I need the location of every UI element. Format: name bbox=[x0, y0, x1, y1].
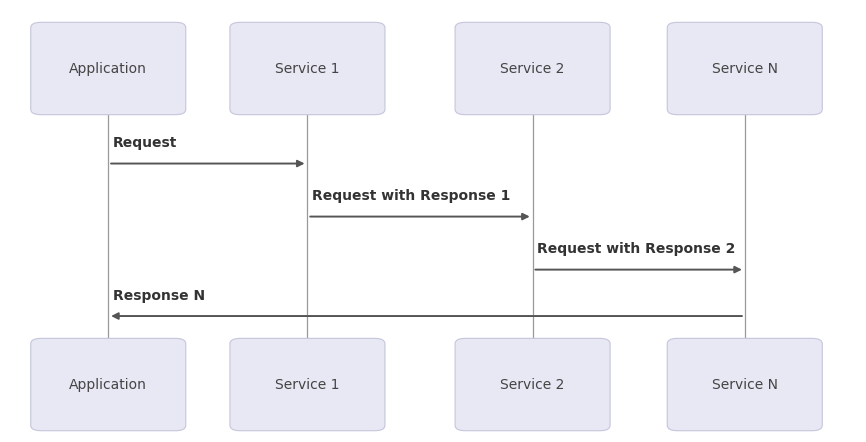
FancyBboxPatch shape bbox=[229, 339, 385, 431]
Text: Response N: Response N bbox=[113, 289, 204, 303]
FancyBboxPatch shape bbox=[229, 22, 385, 114]
Text: Request: Request bbox=[113, 136, 177, 150]
Text: Service 1: Service 1 bbox=[275, 61, 339, 76]
FancyBboxPatch shape bbox=[667, 22, 823, 114]
Text: Request with Response 1: Request with Response 1 bbox=[312, 189, 510, 203]
FancyBboxPatch shape bbox=[667, 339, 823, 431]
FancyBboxPatch shape bbox=[456, 22, 610, 114]
Text: Application: Application bbox=[69, 61, 147, 76]
Text: Service 2: Service 2 bbox=[501, 377, 565, 392]
Text: Service 2: Service 2 bbox=[501, 61, 565, 76]
FancyBboxPatch shape bbox=[31, 22, 185, 114]
Text: Request with Response 2: Request with Response 2 bbox=[537, 242, 735, 256]
Text: Service N: Service N bbox=[712, 377, 778, 392]
FancyBboxPatch shape bbox=[31, 339, 185, 431]
Text: Service N: Service N bbox=[712, 61, 778, 76]
FancyBboxPatch shape bbox=[456, 339, 610, 431]
Text: Application: Application bbox=[69, 377, 147, 392]
Text: Service 1: Service 1 bbox=[275, 377, 339, 392]
